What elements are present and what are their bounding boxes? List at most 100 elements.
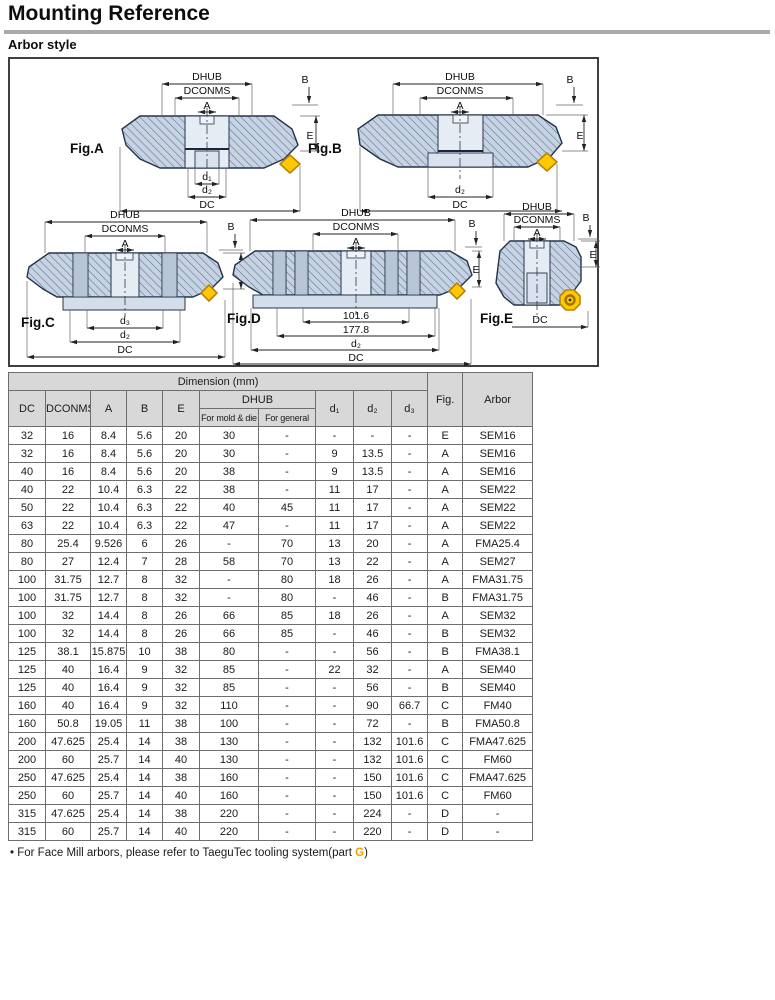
diagram-panel: DHUB DCONMS A B E d₁ d₂ DC Fig.A xyxy=(8,57,600,367)
table-cell: 224 xyxy=(353,804,392,823)
table-cell: 9 xyxy=(126,678,163,697)
dim-label: B xyxy=(582,212,589,224)
table-cell: 14 xyxy=(126,732,163,751)
table-cell: B xyxy=(427,678,464,697)
table-cell: 56 xyxy=(353,678,392,697)
table-cell: - xyxy=(258,750,316,769)
table-cell: 200 xyxy=(8,750,46,769)
table-cell: SEM22 xyxy=(462,498,534,517)
table-body: 32 16 8.4 5.6 20 30- - - - E SEM16 32 16 8.4 5.6 20 30-9… xyxy=(8,426,534,841)
table-cell: - xyxy=(258,660,316,679)
table-cell: 40 xyxy=(45,696,91,715)
table-cell: - xyxy=(258,444,316,463)
table-cell: - xyxy=(390,444,429,463)
table-cell: 47.625 xyxy=(45,768,91,787)
dim-label: DC xyxy=(199,199,215,211)
table-cell: - xyxy=(315,624,354,643)
table-cell: - xyxy=(390,714,429,733)
table-cell: 14 xyxy=(126,804,163,823)
col-header-e: E xyxy=(162,390,200,427)
page-title: Mounting Reference xyxy=(8,2,210,25)
dim-label: DHUB xyxy=(341,207,371,219)
table-cell: 22 xyxy=(315,660,354,679)
table-cell: 38 xyxy=(199,480,259,499)
table-cell: 8 xyxy=(126,606,163,625)
dim-label: d₂ xyxy=(202,184,212,196)
table-cell: 30 xyxy=(199,444,259,463)
table-cell: 40 xyxy=(199,498,259,517)
table-cell: 17 xyxy=(353,480,392,499)
table-cell: 22 xyxy=(353,552,392,571)
table-cell: FMA38.1 xyxy=(462,642,534,661)
table-cell: 60 xyxy=(45,750,91,769)
table-cell: - xyxy=(258,678,316,697)
table-cell: 85 xyxy=(199,660,259,679)
table-cell: - xyxy=(390,660,429,679)
table-row: 100 32 14.4 8 26 66 85-46- B SEM32 xyxy=(8,624,534,643)
dim-label: B xyxy=(301,74,308,86)
table-cell: 22 xyxy=(45,516,91,535)
table-cell: 250 xyxy=(8,768,46,787)
table-cell: FMA47.625 xyxy=(462,768,534,787)
table-cell: FM40 xyxy=(462,696,534,715)
dim-label: DC xyxy=(348,352,364,364)
table-cell: 10.4 xyxy=(90,498,127,517)
dim-label: d₂ xyxy=(120,329,130,341)
table-cell: - xyxy=(315,768,354,787)
table-row: 315 47.625 25.4 14 38 220- -224- D - xyxy=(8,804,534,823)
table-cell: 160 xyxy=(8,696,46,715)
table-cell: 315 xyxy=(8,804,46,823)
table-cell: 250 xyxy=(8,786,46,805)
col-header-d2: d₂ xyxy=(353,390,392,427)
table-cell: C xyxy=(427,696,464,715)
dim-label: DC xyxy=(117,344,133,356)
table-cell: - xyxy=(315,642,354,661)
table-cell: SEM27 xyxy=(462,552,534,571)
table-cell: 110 xyxy=(199,696,259,715)
table-cell: - xyxy=(258,804,316,823)
table-cell: 85 xyxy=(258,624,316,643)
table-cell: 17 xyxy=(353,516,392,535)
table-cell: 70 xyxy=(258,552,316,571)
table-cell: - xyxy=(258,426,316,445)
table-cell: 8.4 xyxy=(90,426,127,445)
dim-label: A xyxy=(121,238,128,250)
table-cell: A xyxy=(427,444,464,463)
table-cell: - xyxy=(258,480,316,499)
table-row: 80 27 12.4 7 28 58 70 13 22- A SEM27 xyxy=(8,552,534,571)
table-cell: 60 xyxy=(45,822,91,841)
table-cell: B xyxy=(427,624,464,643)
table-cell: SEM40 xyxy=(462,660,534,679)
table-cell: 38 xyxy=(199,462,259,481)
table-cell: 38 xyxy=(162,804,200,823)
table-cell: 8.4 xyxy=(90,462,127,481)
table-cell: - xyxy=(199,534,259,553)
table-cell: 14 xyxy=(126,786,163,805)
dim-label: d₂ xyxy=(455,184,465,196)
table-cell: 40 xyxy=(45,678,91,697)
table-group-header: Dimension (mm) xyxy=(7,372,429,391)
table-cell: A xyxy=(427,516,464,535)
table-cell: 132 xyxy=(353,732,392,751)
table-cell: 150 xyxy=(353,768,392,787)
table-cell: - xyxy=(390,588,429,607)
table-cell: 101.6 xyxy=(390,732,429,751)
table-cell: SEM32 xyxy=(462,606,534,625)
table-cell: 101.6 xyxy=(390,768,429,787)
table-cell: SEM40 xyxy=(462,678,534,697)
table-cell: 12.7 xyxy=(90,588,127,607)
table-cell: 17 xyxy=(353,498,392,517)
dim-label: B xyxy=(227,221,234,233)
table-cell: 40 xyxy=(162,786,200,805)
table-cell: 22 xyxy=(162,516,200,535)
dim-label: B xyxy=(566,74,573,86)
table-cell: 26 xyxy=(353,570,392,589)
table-cell: 14 xyxy=(126,750,163,769)
table-cell: - xyxy=(462,822,534,841)
table-cell: 14.4 xyxy=(90,624,127,643)
table-cell: - xyxy=(315,804,354,823)
fig-a-diagram: DHUB DCONMS A B E d₁ d₂ DC Fig.A xyxy=(70,71,320,214)
table-cell: 63 xyxy=(8,516,46,535)
table-cell: 11 xyxy=(315,516,354,535)
table-cell: - xyxy=(390,426,429,445)
